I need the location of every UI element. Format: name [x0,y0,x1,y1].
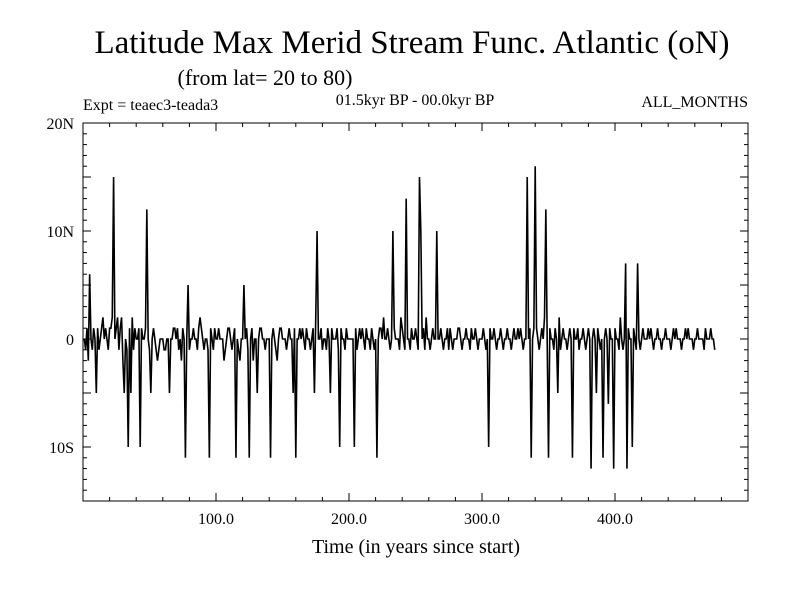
period-label: 01.5kyr BP - 00.0kyr BP [336,92,495,109]
x-tick-label: 100.0 [198,511,234,528]
series-group [83,166,716,469]
y-tick-label: 10N [46,224,74,241]
x-tick-label: 400.0 [597,511,633,528]
y-tick-label: 10S [49,440,74,457]
y-tick-label: 0 [66,332,74,349]
y-tick-labels: 20N 10N 0 10S [46,116,74,457]
experiment-label: Expt = teaec3-teada3 [83,97,218,114]
axis-ticks [82,122,749,502]
y-tick-label: 20N [46,116,74,133]
chart-title: Latitude Max Merid Stream Func. Atlantic… [94,25,729,61]
months-label: ALL_MONTHS [641,94,748,111]
x-tick-labels: 100.0 200.0 300.0 400.0 [198,511,633,528]
x-tick-label: 300.0 [464,511,500,528]
x-axis-label: Time (in years since start) [312,536,520,558]
plot-frame [82,122,749,502]
chart-subtitle: (from lat= 20 to 80) [178,65,353,90]
series-line [83,166,716,469]
x-tick-label: 200.0 [331,511,367,528]
